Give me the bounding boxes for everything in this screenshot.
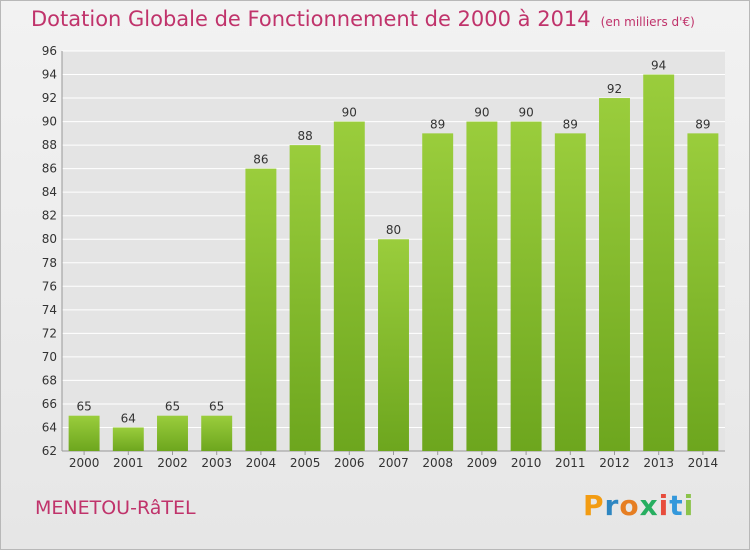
data-label: 92 (607, 82, 622, 96)
bar-2008 (422, 133, 454, 451)
title-text: Dotation Globale de Fonctionnement de 20… (31, 7, 591, 31)
logo-letter: i (658, 489, 670, 522)
bar-2010 (510, 121, 542, 452)
city-name: MENETOU-RâTEL (35, 497, 196, 519)
bar-2001 (112, 427, 144, 451)
data-label: 65 (209, 400, 224, 414)
bar-2014 (687, 133, 719, 451)
y-tick-label: 64 (42, 420, 57, 434)
x-tick-label: 2014 (688, 456, 719, 470)
bars: 65 64 65 65 86 88 90 80 89 90 90 89 92 94 89 (68, 59, 719, 452)
y-tick-label: 92 (42, 91, 57, 105)
x-tick-label: 2013 (643, 456, 674, 470)
y-tick-label: 86 (42, 162, 57, 176)
y-tick-label: 90 (42, 115, 57, 129)
data-label: 89 (563, 117, 578, 131)
data-label: 86 (253, 153, 268, 167)
logo-letter: o (619, 489, 640, 522)
y-axis: 62 64 66 68 70 72 74 76 78 80 82 84 86 88 90 92 94 96 (42, 44, 725, 458)
x-tick-label: 2010 (511, 456, 542, 470)
data-label: 89 (430, 117, 445, 131)
bar-2003 (201, 415, 233, 451)
data-label: 65 (165, 400, 180, 414)
y-tick-label: 78 (42, 256, 57, 270)
data-label: 88 (297, 129, 312, 143)
y-tick-label: 82 (42, 209, 57, 223)
logo-letter: t (669, 489, 684, 522)
bar-2009 (466, 121, 498, 452)
y-tick-label: 70 (42, 350, 57, 364)
logo-letter: x (639, 489, 659, 522)
y-tick-label: 76 (42, 279, 57, 293)
bar-2012 (599, 98, 630, 451)
x-tick-label: 2005 (290, 456, 321, 470)
data-label: 64 (121, 411, 136, 425)
y-tick-label: 80 (42, 232, 57, 246)
title-unit: (en milliers d'€) (600, 15, 695, 29)
data-label: 89 (695, 117, 710, 131)
x-tick-label: 2003 (201, 456, 232, 470)
y-tick-label: 74 (42, 303, 57, 317)
y-tick-label: 94 (42, 68, 57, 82)
y-tick-label: 96 (42, 44, 57, 58)
bar-2013 (643, 74, 675, 451)
bar-2002 (157, 415, 188, 451)
data-label: 65 (76, 400, 91, 414)
y-tick-label: 72 (42, 326, 57, 340)
x-tick-label: 2008 (422, 456, 453, 470)
bar-2011 (554, 133, 586, 451)
bar-2007 (378, 239, 409, 451)
x-tick-label: 2011 (555, 456, 586, 470)
y-tick-label: 66 (42, 397, 57, 411)
x-tick-label: 2004 (246, 456, 277, 470)
logo-letter: r (604, 489, 620, 522)
x-tick-label: 2000 (69, 456, 100, 470)
y-tick-label: 84 (42, 185, 57, 199)
bar-2000 (68, 415, 100, 451)
logo-letter: i (683, 489, 695, 522)
x-tick-label: 2006 (334, 456, 365, 470)
data-label: 94 (651, 59, 666, 73)
y-tick-label: 88 (42, 138, 57, 152)
logo-letter: P (583, 489, 605, 522)
x-tick-label: 2002 (157, 456, 188, 470)
x-tick-label: 2009 (467, 456, 498, 470)
x-tick-label: 2012 (599, 456, 630, 470)
y-tick-label: 68 (42, 373, 57, 387)
data-label: 80 (386, 223, 401, 237)
proxiti-logo: Proxiti (583, 489, 694, 522)
bar-2005 (289, 145, 321, 451)
x-axis: 2000 2001 2002 2003 2004 2005 2006 2007 2008 2009… (69, 451, 718, 470)
bar-2004 (245, 168, 277, 451)
data-label: 90 (474, 106, 489, 120)
chart-title: Dotation Globale de Fonctionnement de 20… (31, 7, 695, 31)
data-label: 90 (342, 106, 357, 120)
y-tick-label: 62 (42, 444, 57, 458)
x-tick-label: 2001 (113, 456, 144, 470)
x-tick-label: 2007 (378, 456, 409, 470)
data-label: 90 (518, 106, 533, 120)
bar-2006 (333, 121, 365, 452)
